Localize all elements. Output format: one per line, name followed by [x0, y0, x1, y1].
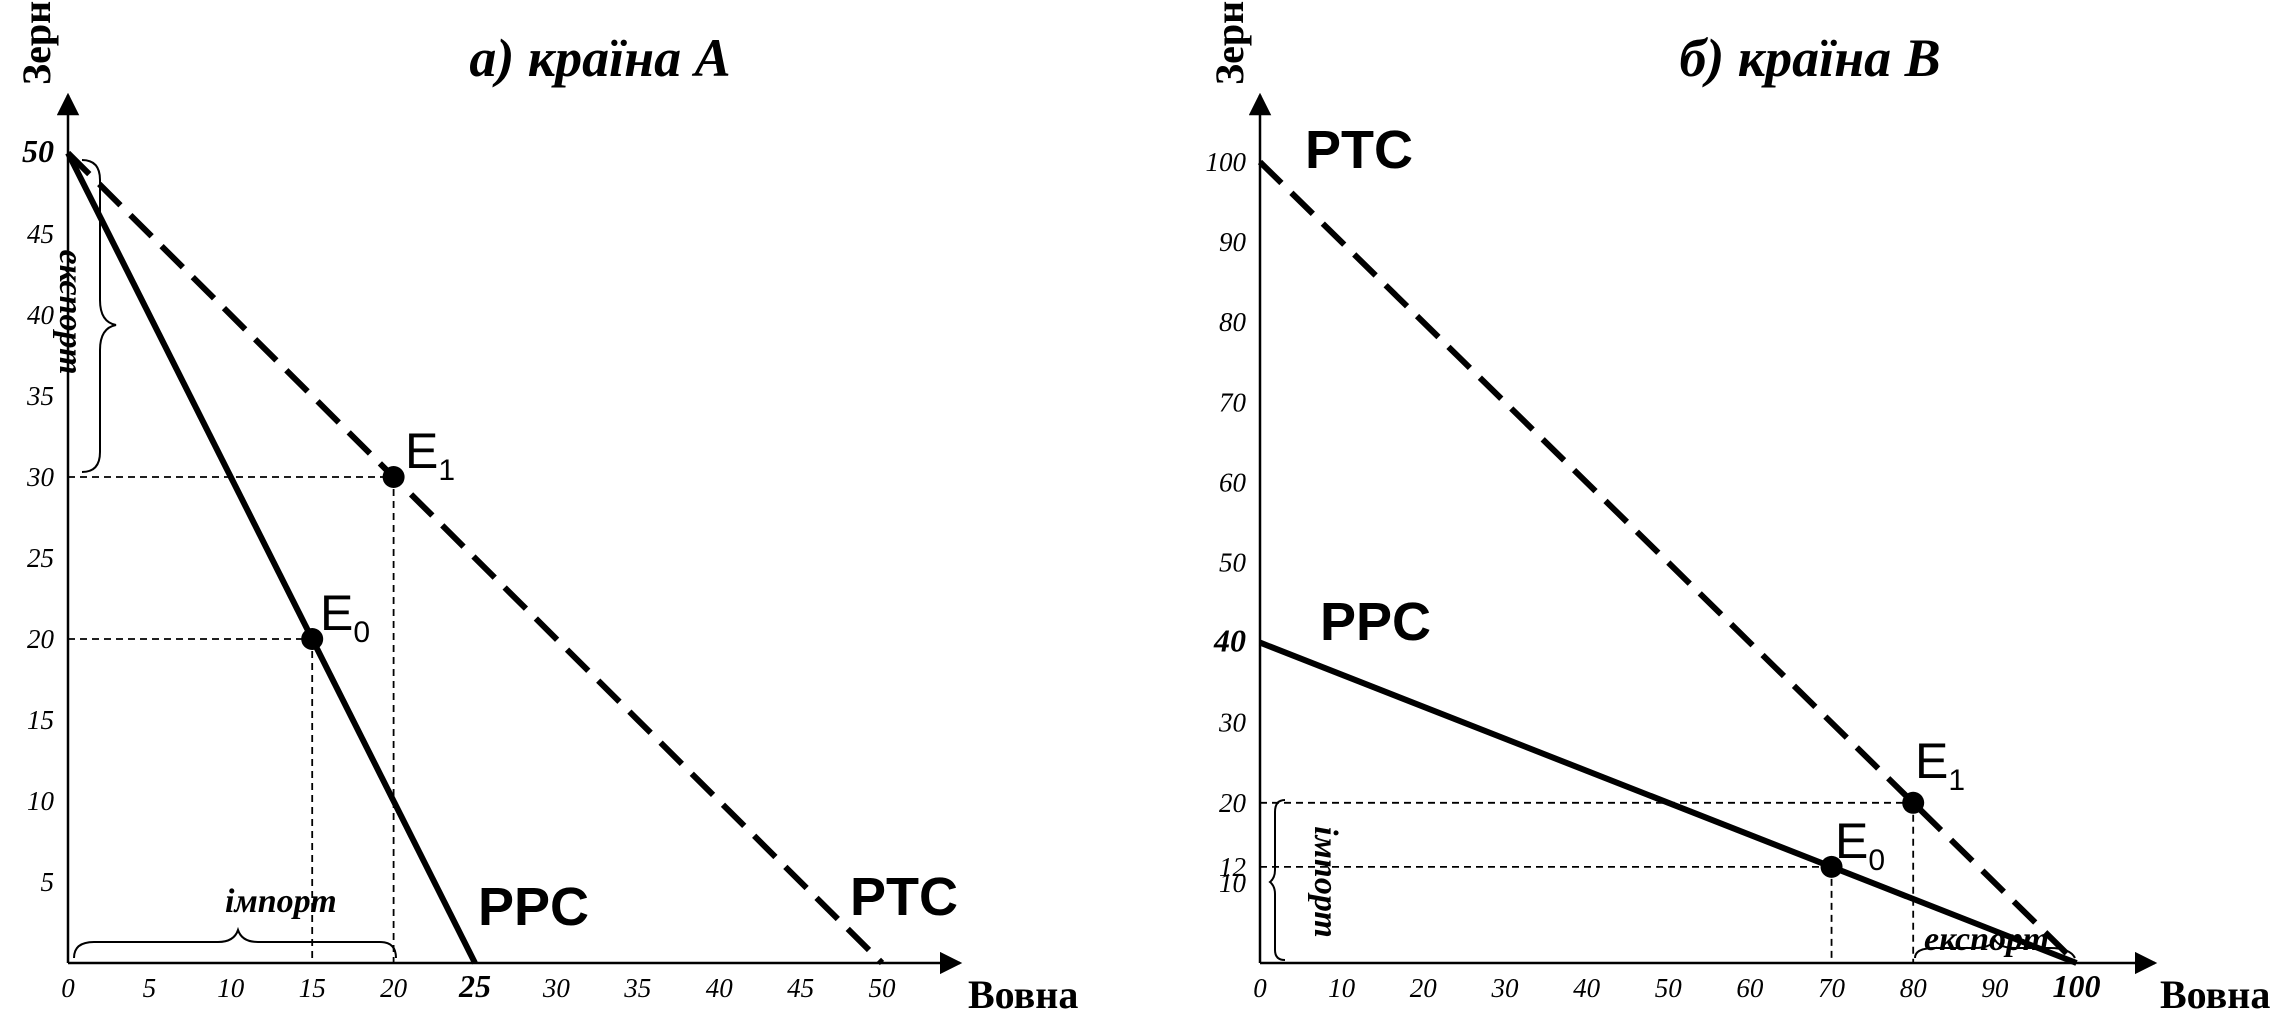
chart-a-x-tick-label: 20: [380, 973, 408, 1003]
chart-b-annotation-brace: [1268, 799, 1286, 961]
chart-b-x-tick-label: 100: [2053, 968, 2101, 1004]
chart-a-x-tick-label: 30: [542, 973, 571, 1003]
chart-b-y-tick-label: 30: [1218, 708, 1247, 738]
chart-a-y-tick-label: 20: [27, 624, 55, 654]
chart-b-y-tick-label: 50: [1219, 548, 1247, 578]
chart-a-annotation-label: експорт: [52, 249, 89, 374]
chart-b-x-tick-label: 80: [1900, 973, 1928, 1003]
chart-b-point-e1-label: E1: [1915, 733, 1965, 797]
chart-b-y-axis-label: Зерно: [1207, 0, 1252, 85]
chart-b-y-tick-label: 20: [1219, 788, 1247, 818]
chart-b-x-axis-label: Вовна: [2160, 972, 2270, 1012]
chart-a-x-tick-label: 5: [143, 973, 157, 1003]
chart-b-series-ppc-label: PPC: [1320, 592, 1431, 652]
chart-b-y-tick-label: 12: [1219, 852, 1246, 882]
chart-a-point-e0: [301, 628, 324, 650]
chart-a-y-axis-label: Зерно: [14, 0, 59, 85]
chart-b-y-tick-label: 60: [1219, 467, 1247, 497]
chart-b-x-tick-label: 30: [1490, 973, 1519, 1003]
chart-b-y-tick-label: 40: [1213, 623, 1246, 659]
chart-b-annotation-label: імпорт: [1307, 826, 1344, 938]
chart-a-x-axis-label: Вовна: [968, 972, 1078, 1012]
chart-a-x-tick-label: 45: [787, 973, 814, 1003]
chart-a-y-tick-label: 25: [27, 543, 54, 573]
chart-a-x-tick-label: 35: [623, 973, 651, 1003]
chart-b-series-ptc-line: [1257, 159, 2079, 966]
chart-a-x-tick-label: 10: [217, 973, 245, 1003]
chart-b-point-e0: [1820, 855, 1843, 878]
chart-b-x-tick-label: 10: [1328, 973, 1356, 1003]
chart-a-series-ptc-line: [65, 150, 885, 966]
chart-a-series-ppc-line: [65, 151, 478, 965]
chart-a-annotation-brace: [73, 926, 397, 959]
chart-a-y-tick-label: 30: [26, 462, 55, 492]
chart-a-y-tick-label: 45: [27, 219, 54, 249]
chart-country-b: б) країна В Вовна Зерно 0 10 20 30 40 50 60 70 80 9…: [1206, 0, 2271, 1012]
chart-b-point-e1: [1902, 791, 1925, 814]
chart-a-point-e0-label: E0: [320, 585, 370, 649]
chart-b-title: б) країна В: [1679, 28, 1940, 88]
chart-a-x-tick-label: 25: [458, 968, 491, 1004]
chart-b-annotation-label: експорт: [1924, 921, 2049, 958]
chart-a-y-tick-label: 5: [41, 867, 55, 897]
chart-a-x-tick-label: 40: [706, 973, 734, 1003]
chart-a-x-tick-label: 15: [299, 973, 326, 1003]
chart-a-title: а) країна А: [469, 28, 730, 88]
chart-a-y-tick-label: 10: [27, 786, 55, 816]
chart-a-y-tick-label: 35: [26, 381, 54, 411]
chart-a-point-e1: [382, 466, 405, 488]
chart-b-x-tick-label: 0: [1253, 973, 1267, 1003]
chart-b-series-ppc-line: [1258, 639, 2078, 966]
chart-a-annotation-brace: [81, 159, 117, 473]
chart-b-y-tick-label: 100: [1206, 147, 1247, 177]
chart-a-point-e1-label: E1: [405, 423, 455, 487]
chart-a-y-tick-label: 15: [27, 705, 54, 735]
chart-a-y-tick-label: 40: [27, 300, 55, 330]
chart-b-point-e0-label: E0: [1835, 813, 1885, 877]
chart-b-x-tick-label: 20: [1410, 973, 1438, 1003]
chart-country-a: а) країна А Вовна Зерно 0 5 10 15 20 25 30 35 40 45…: [14, 0, 1078, 1012]
chart-b-x-tick-label: 70: [1818, 973, 1846, 1003]
chart-a-y-tick-label: 50: [22, 133, 54, 169]
chart-b-x-tick-label: 90: [1981, 973, 2009, 1003]
chart-b-x-tick-label: 40: [1573, 973, 1601, 1003]
chart-b-x-tick-label: 50: [1655, 973, 1683, 1003]
chart-b-y-tick-label: 90: [1219, 227, 1247, 257]
chart-a-x-tick-label: 0: [61, 973, 75, 1003]
chart-b-x-tick-label: 60: [1736, 973, 1764, 1003]
chart-b-series-ptc-label: PTC: [1305, 120, 1413, 180]
chart-b-y-tick-label: 10: [1219, 868, 1247, 898]
chart-a-x-tick-label: 50: [869, 973, 897, 1003]
chart-b-annotation-brace: [1914, 938, 2076, 959]
chart-a-annotation-label: імпорт: [225, 883, 337, 920]
chart-b-y-tick-label: 70: [1219, 387, 1247, 417]
chart-b-y-tick-label: 80: [1219, 307, 1247, 337]
chart-a-series-ptc-label: PTC: [850, 867, 958, 927]
chart-a-series-ppc-label: PPC: [478, 877, 589, 937]
